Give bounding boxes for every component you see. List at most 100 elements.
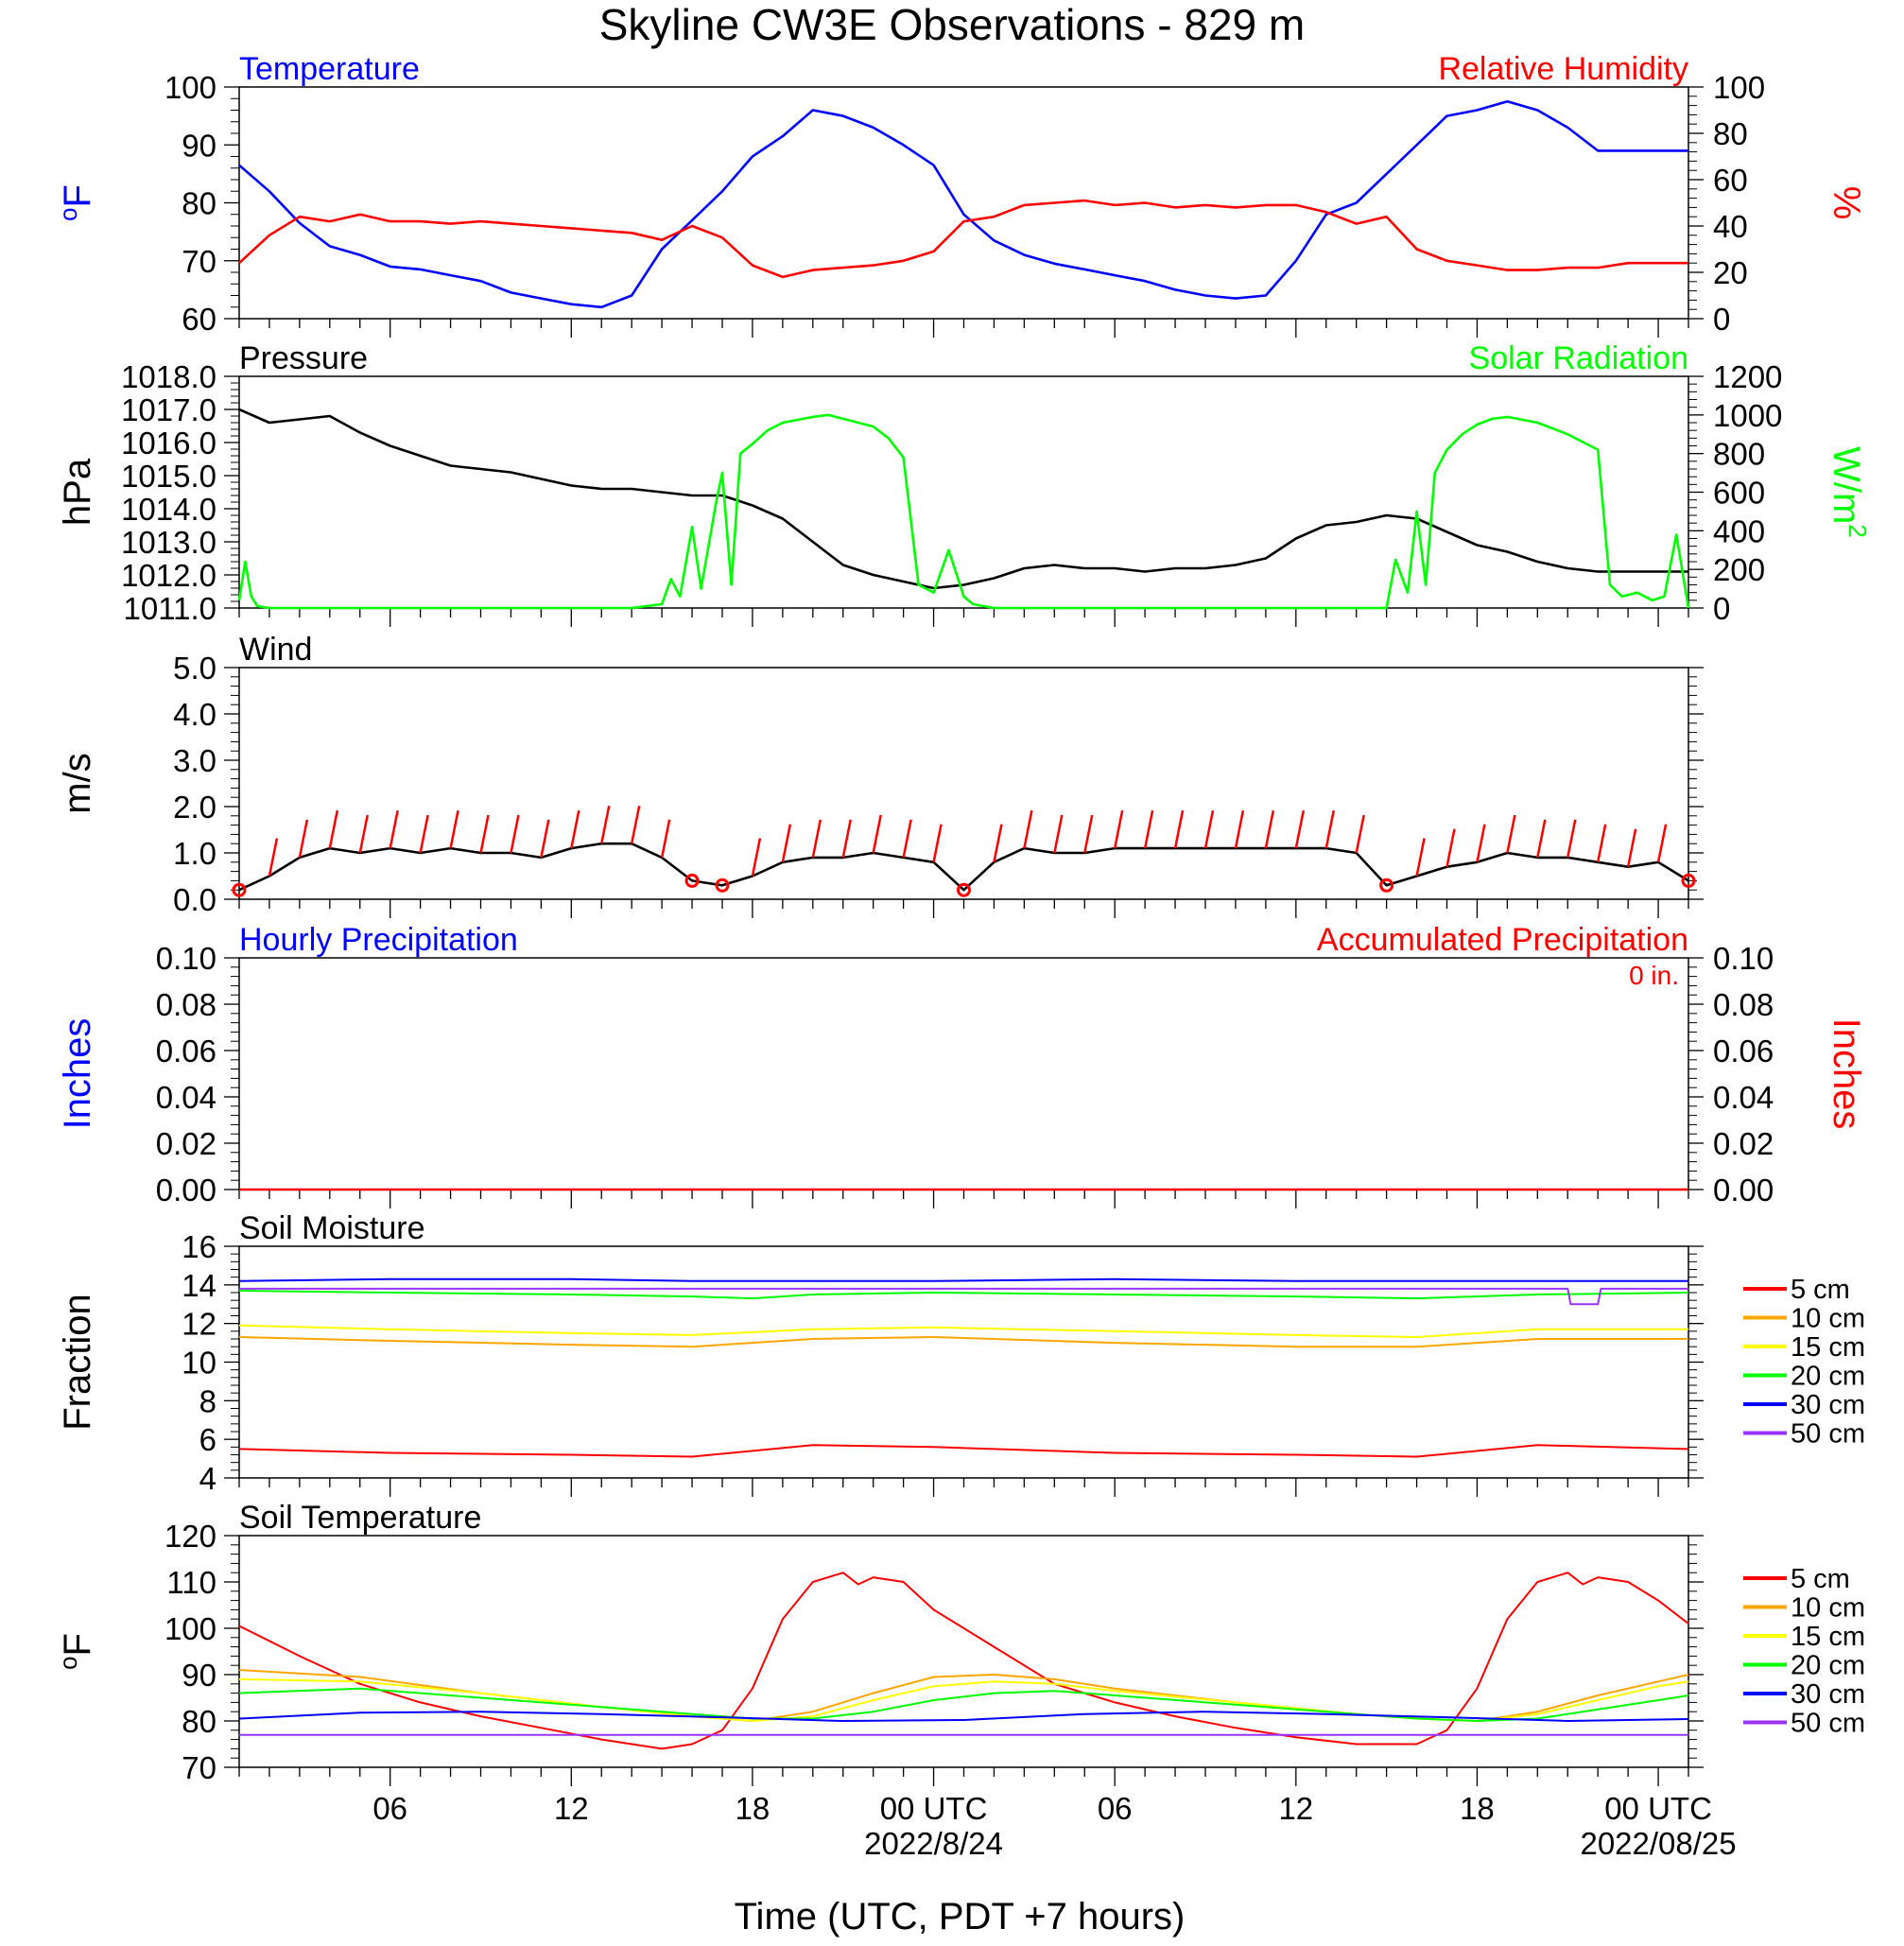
- y-left-tick-label: 110: [166, 1565, 216, 1600]
- x-tick-label: 18: [736, 1791, 770, 1826]
- y-left-tick-label: 1012.0: [121, 558, 216, 593]
- wind-barb: [300, 820, 307, 858]
- plot-frame: [239, 87, 1688, 319]
- y-left-tick-label: 1.0: [173, 836, 216, 871]
- panel-title-left: Soil Moisture: [239, 1210, 425, 1246]
- legend-label: 10 cm: [1791, 1304, 1865, 1334]
- x-date-label: 2022/08/25: [1580, 1826, 1736, 1861]
- wind-barb: [1326, 810, 1334, 848]
- y-left-tick-label: 3.0: [173, 743, 216, 778]
- series-line-2: [239, 1337, 1688, 1347]
- wind-barb: [421, 815, 428, 853]
- panel-title-left: Hourly Precipitation: [239, 922, 518, 958]
- wind-barb: [1205, 810, 1213, 848]
- wind-barb: [783, 825, 790, 862]
- y-left-tick-label: 8: [199, 1383, 216, 1418]
- y-left-tick-label: 120: [164, 1519, 216, 1554]
- wind-barb: [1236, 810, 1243, 848]
- panel-title-left: Wind: [239, 632, 312, 668]
- y-right-tick-label: 40: [1713, 209, 1748, 244]
- wind-barb: [1145, 810, 1152, 848]
- wind-barb: [1266, 810, 1273, 848]
- y-left-tick-label: 1011.0: [124, 591, 216, 626]
- wind-barb: [1084, 815, 1092, 853]
- wind-barb: [632, 806, 639, 843]
- y-right-tick-label: 1000: [1713, 398, 1782, 433]
- y-left-axis-label: hPa: [57, 458, 98, 526]
- panel-soil-temperature: 708090100110120Soil TemperatureoF5 cm10 …: [54, 1500, 1865, 1786]
- series-line-3: [239, 1679, 1688, 1721]
- y-left-tick-label: 0.00: [156, 1173, 216, 1208]
- wind-barb: [1357, 815, 1364, 853]
- legend-label: 10 cm: [1791, 1593, 1865, 1624]
- x-tick-label: 12: [554, 1791, 589, 1826]
- wind-barb: [904, 820, 911, 858]
- y-right-tick-label: 1200: [1713, 359, 1782, 394]
- series-line-5: [239, 1279, 1688, 1281]
- wind-barb: [994, 825, 1001, 862]
- plot-frame: [239, 668, 1688, 899]
- y-left-tick-label: 100: [164, 70, 216, 105]
- y-right-tick-label: 0.00: [1713, 1173, 1774, 1208]
- wind-barb: [1598, 825, 1605, 862]
- legend-label: 20 cm: [1791, 1651, 1865, 1681]
- y-left-tick-label: 0.06: [156, 1034, 216, 1069]
- series-line-1: [239, 101, 1688, 306]
- y-left-tick-label: 12: [182, 1307, 216, 1342]
- y-right-tick-label: 60: [1713, 163, 1748, 198]
- series-line-4: [239, 1291, 1688, 1298]
- series-line-5: [239, 1711, 1688, 1721]
- y-left-tick-label: 80: [182, 186, 216, 221]
- legend-label: 15 cm: [1791, 1332, 1865, 1363]
- wind-barb: [1024, 810, 1031, 848]
- x-axis-title: Time (UTC, PDT +7 hours): [735, 1896, 1186, 1937]
- legend-label: 30 cm: [1791, 1679, 1865, 1710]
- wind-barb: [1447, 829, 1455, 867]
- wind-barb: [1658, 825, 1666, 862]
- y-left-tick-label: 0.10: [156, 941, 216, 976]
- series-line-3: [239, 1326, 1688, 1337]
- y-left-tick-label: 4.0: [173, 697, 216, 732]
- wind-barb: [1537, 820, 1545, 858]
- plot-frame: [239, 376, 1688, 608]
- legend-label: 20 cm: [1791, 1362, 1865, 1392]
- x-tick-label: 06: [372, 1791, 407, 1826]
- wind-barb: [1567, 820, 1575, 858]
- y-right-tick-label: 0.02: [1713, 1126, 1774, 1161]
- y-right-tick-label: 600: [1713, 476, 1765, 511]
- wind-barb: [390, 810, 398, 848]
- x-tick-label: 00 UTC: [1604, 1791, 1712, 1826]
- y-left-tick-label: 10: [182, 1346, 216, 1381]
- y-left-tick-label: 70: [182, 1750, 216, 1785]
- wind-barb: [1477, 825, 1484, 862]
- wind-barb: [934, 825, 942, 862]
- series-line-1: [239, 1445, 1688, 1456]
- panel-title-left: Soil Temperature: [239, 1500, 481, 1536]
- legend-label: 30 cm: [1791, 1390, 1865, 1420]
- panel-title-right: Solar Radiation: [1469, 340, 1688, 376]
- y-left-tick-label: 0.04: [156, 1080, 216, 1115]
- y-left-axis-label: oF: [54, 1633, 98, 1670]
- panel-title-right: Relative Humidity: [1438, 51, 1688, 87]
- wind-barb: [1296, 810, 1304, 848]
- wind-barb: [1628, 829, 1636, 867]
- series-line-1: [239, 409, 1688, 588]
- panel-title-left: Pressure: [239, 340, 368, 376]
- wind-barb: [843, 820, 851, 858]
- panel-soil-moisture: 46810121416Soil MoistureFraction5 cm10 c…: [57, 1210, 1865, 1497]
- panel-precip: 0.000.020.040.060.080.100.000.020.040.06…: [57, 922, 1867, 1208]
- wind-barb: [481, 815, 489, 853]
- panel-pressure-solar: 1011.01012.01013.01014.01015.01016.01017…: [57, 340, 1872, 627]
- y-left-tick-label: 5.0: [173, 651, 216, 686]
- legend-label: 5 cm: [1791, 1275, 1850, 1305]
- wind-barb: [330, 810, 338, 848]
- y-left-tick-label: 16: [182, 1229, 216, 1264]
- y-left-tick-label: 1013.0: [121, 525, 216, 560]
- wind-barb: [451, 810, 459, 848]
- x-tick-label: 12: [1278, 1791, 1313, 1826]
- x-tick-label: 06: [1098, 1791, 1133, 1826]
- series-line-1: [239, 1572, 1688, 1748]
- accumulated-precip-total: 0 in.: [1629, 961, 1679, 990]
